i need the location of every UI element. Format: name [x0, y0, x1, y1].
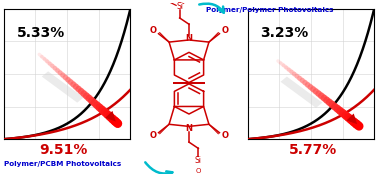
Text: Si: Si [195, 156, 202, 165]
Text: 9.51%: 9.51% [39, 143, 88, 157]
Text: Polymer/PCBM Photovoltaics: Polymer/PCBM Photovoltaics [4, 161, 121, 167]
Text: Polymer/Polymer Photovoltaics: Polymer/Polymer Photovoltaics [206, 7, 333, 13]
Text: O: O [222, 131, 229, 140]
Text: O: O [149, 26, 156, 35]
Text: 5.77%: 5.77% [289, 143, 337, 157]
Polygon shape [280, 77, 322, 108]
Text: O: O [222, 26, 229, 35]
Text: N: N [186, 34, 192, 43]
Text: 3.23%: 3.23% [260, 26, 308, 40]
Text: 5.33%: 5.33% [17, 26, 65, 40]
Text: N: N [186, 124, 192, 133]
Text: Si: Si [176, 2, 183, 11]
Polygon shape [42, 71, 84, 103]
Text: O: O [149, 131, 156, 140]
Text: O: O [196, 168, 201, 174]
